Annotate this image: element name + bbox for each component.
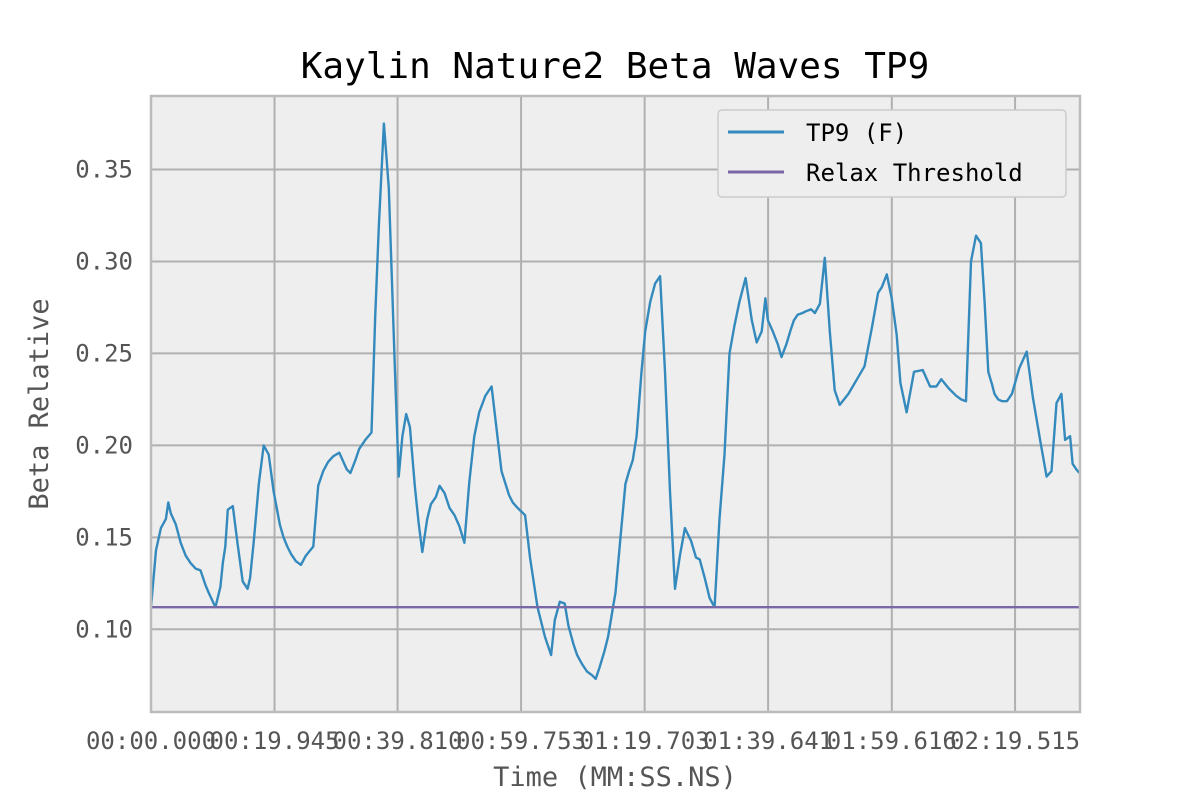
y-tick-labels: 0.10 0.15 0.20 0.25 0.30 0.35 [75,156,133,644]
x-tick-label: 00:39.810 [333,727,463,755]
x-axis-label: Time (MM:SS.NS) [493,762,737,793]
y-tick-label: 0.15 [75,523,133,551]
y-axis-label: Beta Relative [24,298,55,509]
x-tick-label: 01:59.616 [827,727,957,755]
y-tick-label: 0.30 [75,247,133,275]
series-line-tp9 [149,122,1081,681]
y-tick-label: 0.35 [75,156,133,184]
x-tick-label: 01:39.641 [703,727,833,755]
x-tick-labels: 00:00.00000:19.94500:39.81000:59.75301:1… [86,727,1080,755]
y-tick-label: 0.20 [75,431,133,459]
x-tick-label: 01:19.703 [580,727,710,755]
plot-background [151,96,1080,712]
y-tick-label: 0.10 [75,615,133,643]
chart-title: Kaylin Nature2 Beta Waves TP9 [301,46,930,87]
x-tick-label: 02:19.515 [950,727,1080,755]
grid [150,96,1080,712]
y-tick-label: 0.25 [75,339,133,367]
x-tick-label: 00:00.000 [86,727,216,755]
legend-label-relax-threshold: Relax Threshold [806,159,1023,187]
x-tick-label: 00:59.753 [456,727,586,755]
legend: TP9 (F) Relax Threshold [717,109,1067,198]
series-layer [149,122,1081,681]
plot-frame [149,94,1082,714]
x-tick-label: 00:19.945 [210,727,340,755]
legend-box [717,109,1067,198]
legend-label-tp9: TP9 (F) [806,119,907,147]
